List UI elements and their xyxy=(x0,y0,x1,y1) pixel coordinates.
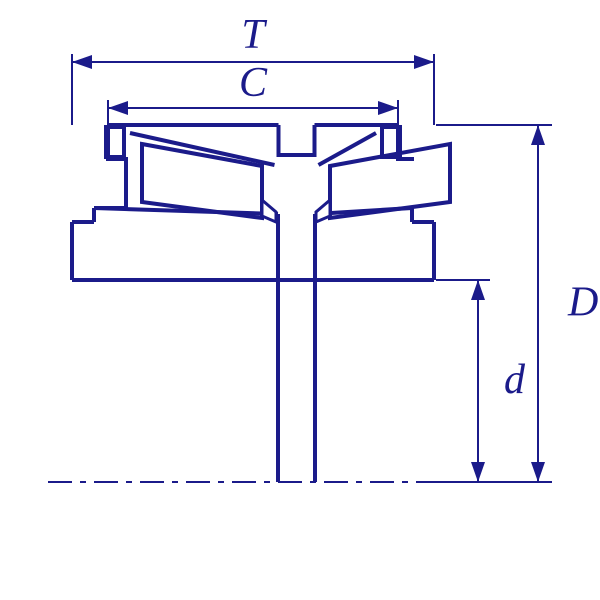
dim-label-T: T xyxy=(241,12,267,58)
dim-label-C: C xyxy=(239,60,268,106)
dim-label-d: d xyxy=(504,357,526,403)
dim-label-D: D xyxy=(567,280,598,326)
